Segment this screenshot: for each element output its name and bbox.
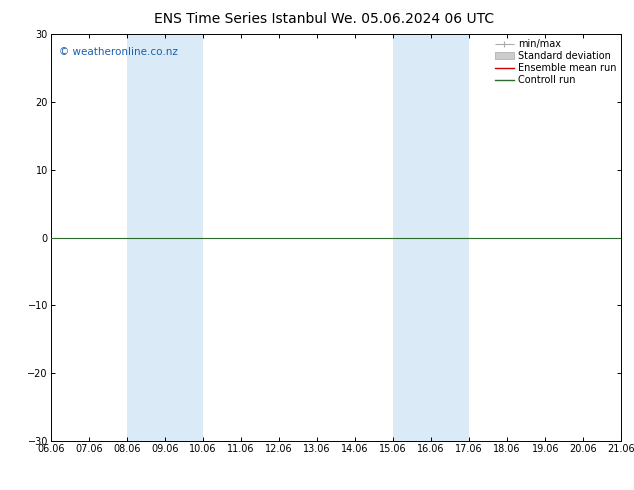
Text: We. 05.06.2024 06 UTC: We. 05.06.2024 06 UTC: [330, 12, 494, 26]
Text: © weatheronline.co.nz: © weatheronline.co.nz: [59, 47, 178, 56]
Bar: [127, 34, 203, 441]
Legend: min/max, Standard deviation, Ensemble mean run, Controll run: min/max, Standard deviation, Ensemble me…: [493, 37, 618, 87]
Text: ENS Time Series Istanbul: ENS Time Series Istanbul: [155, 12, 327, 26]
Bar: [393, 34, 469, 441]
